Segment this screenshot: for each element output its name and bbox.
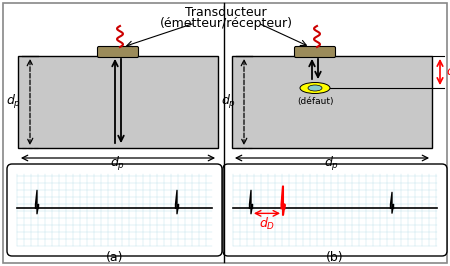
- FancyBboxPatch shape: [7, 164, 222, 256]
- Text: $d_p$: $d_p$: [324, 155, 340, 173]
- Text: $d_D$: $d_D$: [446, 64, 450, 80]
- Text: $d_p$: $d_p$: [221, 93, 237, 111]
- Text: (b): (b): [326, 251, 344, 264]
- FancyBboxPatch shape: [223, 164, 447, 256]
- Bar: [232, 56, 432, 148]
- Text: (a): (a): [106, 251, 123, 264]
- Text: $d_p$: $d_p$: [110, 155, 126, 173]
- Ellipse shape: [308, 85, 322, 91]
- Ellipse shape: [300, 82, 330, 94]
- FancyBboxPatch shape: [98, 47, 139, 57]
- FancyBboxPatch shape: [3, 3, 447, 263]
- Bar: [18, 56, 218, 148]
- Text: $d_p$: $d_p$: [6, 93, 22, 111]
- Text: $d_D$: $d_D$: [259, 216, 275, 232]
- Text: Transducteur: Transducteur: [185, 6, 267, 19]
- Text: (émetteur/récepteur): (émetteur/récepteur): [159, 16, 292, 30]
- FancyBboxPatch shape: [294, 47, 336, 57]
- Text: (défaut): (défaut): [297, 97, 333, 106]
